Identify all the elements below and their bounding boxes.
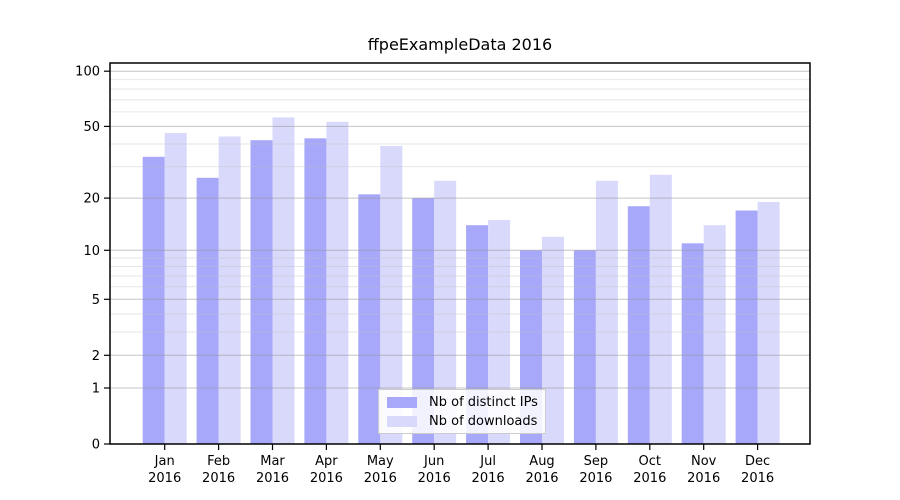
bar-nov-distinct-ips [681,243,704,444]
x-tick-label-jun: Jun [423,454,444,469]
x-tick-label-year-may: 2016 [364,471,397,486]
x-tick-label-year-jul: 2016 [472,471,505,486]
legend-swatch-downloads [387,415,417,427]
y-tick-label-100: 100 [75,65,100,80]
x-tick-label-oct: Oct [639,454,661,469]
y-tick-label-10: 10 [83,244,100,259]
bar-aug-downloads [542,236,564,444]
legend: Nb of distinct IPs Nb of downloads [378,389,546,434]
chart-title: ffpeExampleData 2016 [367,35,553,54]
bar-dec-distinct-ips [735,210,758,444]
bar-oct-downloads [649,174,672,445]
bar-nov-downloads [703,225,726,444]
x-tick-label-may: May [367,454,394,469]
x-tick-label-year-dec: 2016 [741,471,774,486]
y-tick-label-2: 2 [92,349,100,364]
bar-jan-distinct-ips [142,156,165,445]
x-tick-label-nov: Nov [691,454,717,469]
bar-dec-downloads [757,202,780,444]
x-tick-label-year-feb: 2016 [202,471,235,486]
bar-jun-downloads [434,180,457,445]
bar-jun-distinct-ips [412,198,435,444]
x-tick-label-year-apr: 2016 [310,471,343,486]
bar-sep-distinct-ips [573,250,596,444]
x-tick-label-dec: Dec [745,454,770,469]
x-tick-label-year-mar: 2016 [256,471,289,486]
y-tick-label-1: 1 [92,382,100,397]
bar-apr-downloads [326,121,349,445]
bar-jan-downloads [164,133,187,444]
x-tick-label-feb: Feb [207,454,230,469]
y-tick-label-5: 5 [92,293,100,308]
bar-may-distinct-ips [358,194,381,444]
bar-feb-distinct-ips [196,177,219,445]
bar-apr-distinct-ips [304,138,327,445]
bar-may-downloads [380,146,403,444]
x-tick-label-year-oct: 2016 [633,471,666,486]
x-tick-label-jan: Jan [154,454,175,469]
x-tick-label-mar: Mar [260,454,285,469]
x-tick-label-year-jan: 2016 [148,471,181,486]
bar-oct-distinct-ips [627,206,650,444]
x-tick-label-jul: Jul [479,454,496,469]
legend-label-downloads: Nb of downloads [429,413,538,429]
x-tick-label-year-aug: 2016 [525,471,558,486]
plot-frame [109,62,811,445]
x-tick-label-year-nov: 2016 [687,471,720,486]
legend-item-downloads: Nb of downloads [387,414,537,429]
legend-label-distinct-ips: Nb of distinct IPs [429,394,538,410]
legend-item-distinct-ips: Nb of distinct IPs [387,394,538,410]
x-tick-label-year-sep: 2016 [579,471,612,486]
x-tick-label-sep: Sep [584,454,609,469]
x-tick-label-year-jun: 2016 [418,471,451,486]
bar-feb-downloads [218,136,241,444]
bar-sep-downloads [595,180,618,445]
bar-mar-distinct-ips [250,140,273,444]
y-tick-label-0: 0 [92,438,100,453]
x-tick-label-aug: Aug [529,454,554,469]
x-tick-label-apr: Apr [315,454,338,469]
bar-mar-downloads [272,117,295,445]
y-tick-label-20: 20 [83,192,100,207]
legend-swatch-distinct-ips [387,396,417,408]
y-tick-label-50: 50 [83,120,100,135]
